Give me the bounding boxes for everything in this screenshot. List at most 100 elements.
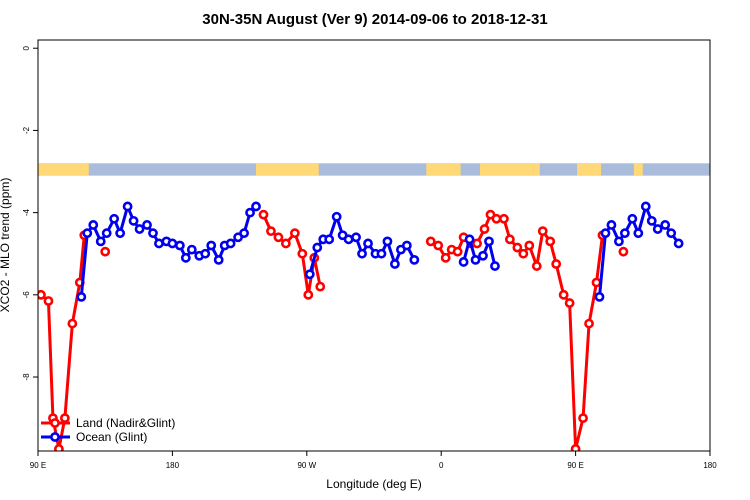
chart-title: 30N-35N August (Ver 9) 2014-09-06 to 201… bbox=[202, 11, 547, 28]
series-1-point-3-10 bbox=[660, 220, 671, 230]
series-1-point-1-11 bbox=[376, 248, 387, 259]
legend-land-marker bbox=[50, 418, 60, 428]
y-tick-label-4: -8 bbox=[22, 373, 31, 381]
legend-ocean-label: Ocean (Glint) bbox=[76, 430, 147, 444]
series-1-point-0-8 bbox=[128, 215, 139, 226]
series-1-point-0-6 bbox=[115, 228, 126, 239]
series-0-point-2-6 bbox=[303, 289, 314, 300]
series-1-point-0-2 bbox=[88, 220, 99, 230]
land-band-3 bbox=[480, 163, 540, 176]
x-tick-label-3: 0 bbox=[439, 461, 444, 470]
series-0-point-3-15 bbox=[524, 240, 535, 251]
series-0-point-3-16 bbox=[531, 261, 542, 271]
series-1-point-3-2 bbox=[606, 220, 617, 230]
series-1-point-1-6 bbox=[343, 234, 354, 245]
series-1-point-3-4 bbox=[619, 228, 630, 239]
y-tick-label-0: 0 bbox=[22, 45, 31, 50]
series-1-point-1-1 bbox=[312, 242, 323, 253]
series-0-point-0-5 bbox=[67, 318, 78, 329]
series-1-point-0-23 bbox=[225, 238, 236, 249]
series-1-point-2-0 bbox=[458, 257, 469, 267]
series-0-point-3-23 bbox=[578, 413, 588, 424]
series-1-point-1-0 bbox=[304, 269, 315, 280]
series-1-point-0-11 bbox=[148, 228, 158, 239]
series-0-point-2-1 bbox=[266, 226, 276, 237]
series-1-point-0-3 bbox=[95, 236, 106, 247]
series-0-line-0 bbox=[40, 235, 86, 451]
series-1-point-3-0 bbox=[594, 291, 605, 302]
legend-ocean-marker bbox=[50, 432, 60, 442]
land-band-0 bbox=[38, 163, 89, 176]
series-1-point-2-1 bbox=[464, 234, 475, 245]
series-0-point-1-0 bbox=[100, 246, 111, 257]
series-0-point-3-21 bbox=[564, 298, 575, 308]
series-1-point-0-1 bbox=[82, 228, 93, 239]
series-0-point-3-0 bbox=[425, 236, 436, 247]
x-axis: 90 E 180 90 W 0 90 E 180 bbox=[30, 451, 717, 470]
y-axis-label: XCO2 - MLO trend (ppm) bbox=[0, 178, 12, 313]
series-0-point-0-4 bbox=[59, 413, 70, 424]
series-0-point-3-12 bbox=[504, 234, 515, 245]
series-1-point-1-3 bbox=[324, 234, 335, 245]
series-1-point-0-19 bbox=[200, 248, 211, 259]
x-tick-label-4: 90 E bbox=[567, 461, 583, 470]
series-1-point-0-12 bbox=[154, 238, 164, 249]
series-1-point-1-8 bbox=[357, 248, 367, 259]
series-1-point-3-12 bbox=[673, 238, 684, 249]
series-1-point-3-1 bbox=[600, 228, 611, 239]
legend-land-label: Land (Nadir&Glint) bbox=[76, 416, 175, 430]
series-1-point-2-4 bbox=[484, 236, 494, 247]
series-0-point-0-3 bbox=[54, 444, 64, 451]
series-0-point-3-14 bbox=[518, 248, 529, 259]
series-1-point-3-9 bbox=[652, 224, 663, 234]
y-tick-label-2: -4 bbox=[22, 209, 31, 217]
series-0-point-0-0 bbox=[38, 289, 46, 300]
series-1-point-1-15 bbox=[401, 240, 412, 251]
series-1-point-1-4 bbox=[331, 211, 342, 222]
series-1-point-0-10 bbox=[142, 220, 152, 230]
series-1-point-2-5 bbox=[490, 261, 500, 271]
series-1-point-0-16 bbox=[180, 252, 191, 263]
series-1-point-0-14 bbox=[167, 238, 178, 249]
series-0-point-3-25 bbox=[591, 277, 602, 288]
series-0-point-3-4 bbox=[452, 246, 463, 257]
series-0-point-3-1 bbox=[433, 240, 444, 251]
series-0-point-2-3 bbox=[280, 238, 291, 249]
series-1-point-3-5 bbox=[627, 213, 638, 224]
land-band-1 bbox=[256, 163, 319, 176]
land-band-5 bbox=[633, 163, 643, 176]
x-axis-label: Longitude (deg E) bbox=[326, 477, 421, 491]
series-0-point-2-4 bbox=[289, 228, 300, 239]
y-axis: 0 -2 -4 -6 -8 bbox=[22, 45, 38, 381]
series-0-point-0-1 bbox=[43, 296, 54, 306]
series-0-point-3-19 bbox=[551, 259, 562, 269]
legend: Land (Nadir&Glint) Ocean (Glint) bbox=[41, 416, 175, 444]
series-1-point-2-2 bbox=[470, 254, 481, 265]
series-1-point-0-15 bbox=[174, 240, 185, 251]
series-0-point-3-2 bbox=[440, 252, 451, 263]
series-0-point-3-7 bbox=[472, 238, 482, 249]
series-0-point-3-11 bbox=[499, 213, 509, 224]
x-tick-label-5: 180 bbox=[703, 461, 717, 470]
series-0-point-2-0 bbox=[258, 209, 269, 220]
series-0-point-3-8 bbox=[479, 224, 490, 234]
series-1-point-0-26 bbox=[245, 207, 255, 218]
series-1-point-1-13 bbox=[390, 259, 400, 269]
land-band-4 bbox=[577, 163, 601, 176]
series-1-point-1-9 bbox=[363, 238, 373, 249]
series-1-point-0-17 bbox=[186, 244, 197, 255]
series-1-point-0-0 bbox=[76, 291, 87, 302]
series-1-point-1-7 bbox=[351, 232, 361, 243]
x-tick-label-0: 90 E bbox=[30, 461, 46, 470]
series-1-point-3-3 bbox=[614, 236, 624, 247]
series-0-point-3-22 bbox=[570, 444, 581, 451]
series-0-point-3-13 bbox=[512, 242, 523, 253]
series-1-point-0-5 bbox=[109, 213, 120, 224]
land-band-2 bbox=[426, 163, 461, 176]
series-1-point-0-20 bbox=[206, 240, 217, 251]
series-1-point-0-9 bbox=[134, 224, 145, 234]
series-0-point-3-18 bbox=[545, 236, 556, 247]
series-1-point-3-11 bbox=[666, 228, 677, 239]
series-0-point-2-8 bbox=[315, 281, 326, 292]
